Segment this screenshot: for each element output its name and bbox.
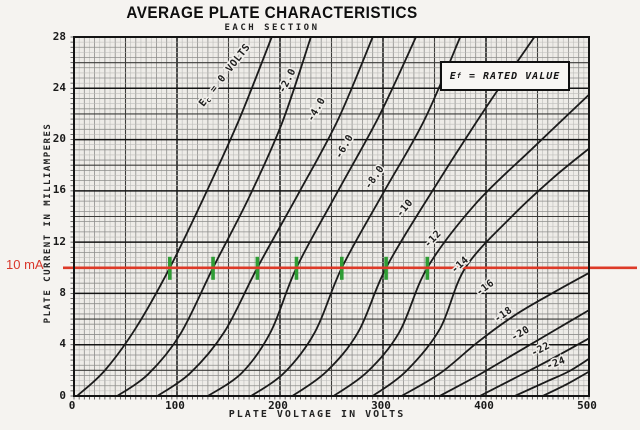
y-tick-label: 12 <box>52 234 66 248</box>
ten-ma-annotation-label: 10 mA <box>6 257 44 272</box>
characteristic-curve-ec-22 <box>513 357 589 396</box>
legend-subscript: f <box>456 72 462 80</box>
x-axis-title: PLATE VOLTAGE IN VOLTS <box>228 409 406 420</box>
characteristic-curve-ec-2 <box>116 37 312 396</box>
chart-subtitle: EACH SECTION <box>224 23 320 33</box>
characteristic-curve-ec-10 <box>291 37 536 396</box>
x-tick-label: 300 <box>371 399 391 412</box>
characteristic-curve-ec-20 <box>478 337 589 396</box>
y-axis-title: PLATE CURRENT IN MILLIAMPERES <box>43 122 53 324</box>
characteristic-curve-ec-24 <box>541 370 589 396</box>
x-tick-label: 500 <box>577 399 597 412</box>
chart-title: AVERAGE PLATE CHARACTERISTICS <box>126 3 418 22</box>
y-tick-label: 24 <box>52 80 66 94</box>
characteristic-curve-ec-4 <box>156 37 374 396</box>
plot-border <box>73 36 590 397</box>
characteristic-curve-ec-18 <box>438 309 589 396</box>
x-tick-label: 100 <box>165 399 185 412</box>
legend-text: = RATED VALUE <box>469 70 561 82</box>
y-tick-label: 0 <box>59 388 66 402</box>
x-tick-label: 200 <box>268 399 288 412</box>
y-tick-label: 16 <box>52 183 66 197</box>
y-tick-label: 20 <box>52 132 66 146</box>
legend-symbol: E <box>449 70 457 82</box>
characteristic-curve-ec0 <box>76 37 273 396</box>
characteristic-curve-ec-16 <box>400 272 589 396</box>
x-tick-label: 0 <box>68 399 76 412</box>
y-tick-label: 8 <box>59 285 66 299</box>
characteristic-curve-ec-6 <box>207 37 417 396</box>
x-tick-label: 400 <box>474 399 494 412</box>
characteristic-curve-ec-8 <box>250 37 462 396</box>
y-tick-label: 4 <box>59 337 66 351</box>
y-tick-label: 28 <box>52 29 66 43</box>
